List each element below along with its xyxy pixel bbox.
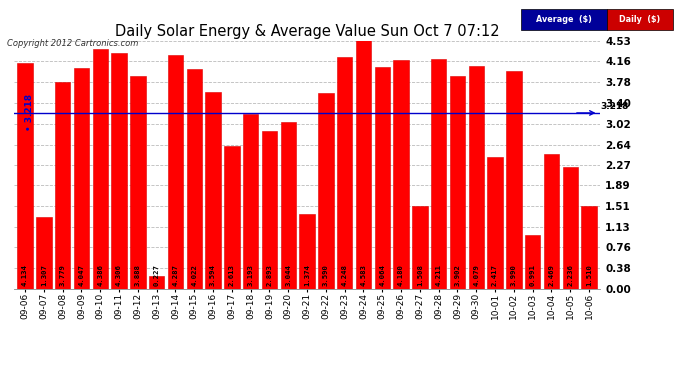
Bar (149, 276, 164, 289)
Text: 1.508: 1.508 (417, 264, 423, 286)
Bar (318, 93, 333, 289)
Text: 3.594: 3.594 (210, 264, 216, 286)
Bar (525, 235, 540, 289)
Text: 3.590: 3.590 (323, 264, 329, 286)
Bar (544, 154, 559, 289)
Bar (337, 57, 353, 289)
Bar (375, 67, 390, 289)
Text: 3.888: 3.888 (135, 264, 141, 286)
Text: 4.180: 4.180 (398, 264, 404, 286)
Bar (506, 71, 522, 289)
Bar (412, 206, 428, 289)
Text: 3.218: 3.218 (600, 102, 629, 111)
Bar (562, 166, 578, 289)
Bar (243, 114, 258, 289)
Bar (431, 58, 446, 289)
Text: 0.227: 0.227 (154, 264, 159, 286)
Bar (17, 63, 33, 289)
Text: • 3.218: • 3.218 (25, 94, 34, 132)
Bar (36, 217, 52, 289)
Text: 4.064: 4.064 (380, 264, 385, 286)
Bar (186, 69, 202, 289)
Text: 4.134: 4.134 (22, 264, 28, 286)
Text: Average  ($): Average ($) (536, 15, 592, 24)
Title: Daily Solar Energy & Average Value Sun Oct 7 07:12: Daily Solar Energy & Average Value Sun O… (115, 24, 500, 39)
Text: 4.022: 4.022 (191, 264, 197, 286)
Text: 2.236: 2.236 (567, 264, 573, 286)
Bar (581, 206, 597, 289)
Bar (450, 75, 465, 289)
Text: 4.047: 4.047 (79, 264, 84, 286)
Text: Copyright 2012 Cartronics.com: Copyright 2012 Cartronics.com (7, 39, 138, 48)
Bar (74, 68, 89, 289)
Bar (393, 60, 408, 289)
Bar (487, 157, 503, 289)
Bar (206, 92, 221, 289)
Text: 4.386: 4.386 (97, 264, 104, 286)
Text: 4.211: 4.211 (435, 264, 442, 286)
Bar (299, 214, 315, 289)
Bar (111, 54, 127, 289)
Bar (224, 146, 239, 289)
Bar (92, 49, 108, 289)
Bar (469, 66, 484, 289)
Text: 3.902: 3.902 (455, 264, 460, 286)
Bar (262, 131, 277, 289)
Text: 2.417: 2.417 (492, 264, 498, 286)
Bar (55, 82, 70, 289)
Text: 3.044: 3.044 (285, 264, 291, 286)
Text: 4.248: 4.248 (342, 264, 348, 286)
Text: Daily  ($): Daily ($) (620, 15, 660, 24)
Text: 1.374: 1.374 (304, 264, 310, 286)
Bar (356, 38, 371, 289)
Text: 4.079: 4.079 (473, 264, 480, 286)
Text: 2.469: 2.469 (549, 264, 555, 286)
Text: 4.287: 4.287 (172, 264, 179, 286)
Text: 3.990: 3.990 (511, 264, 517, 286)
Text: 4.583: 4.583 (360, 264, 366, 286)
Bar (168, 54, 183, 289)
Text: 2.893: 2.893 (266, 264, 273, 286)
Text: 1.307: 1.307 (41, 264, 47, 286)
Text: 3.193: 3.193 (248, 264, 254, 286)
Bar (130, 76, 146, 289)
Text: 0.991: 0.991 (530, 264, 535, 286)
Bar (281, 123, 296, 289)
Text: 2.613: 2.613 (229, 264, 235, 286)
Text: 3.779: 3.779 (59, 264, 66, 286)
Text: 1.510: 1.510 (586, 264, 592, 286)
Text: 4.306: 4.306 (116, 264, 122, 286)
